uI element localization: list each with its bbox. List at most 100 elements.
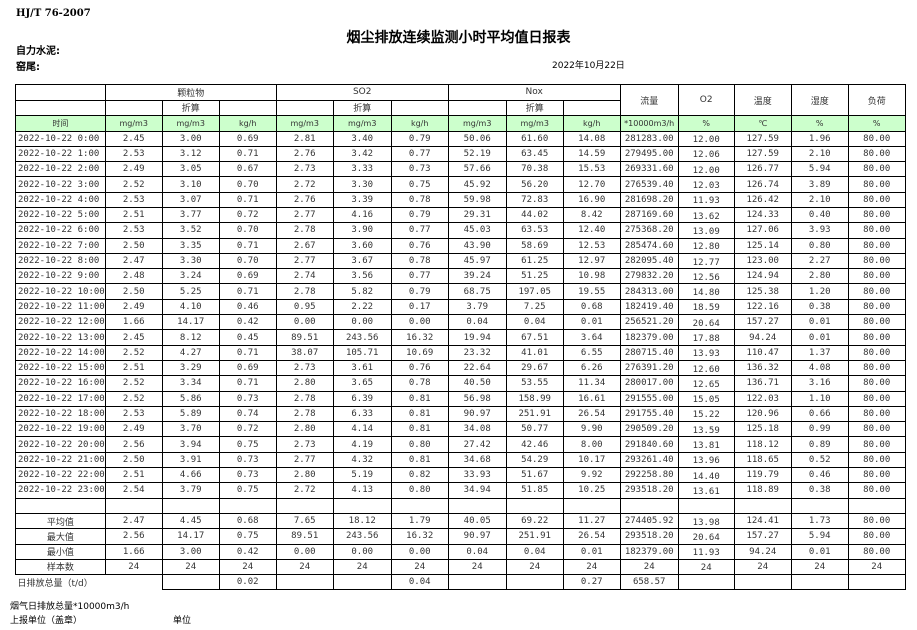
value-cell: 12.80: [677, 237, 735, 254]
table-row: 2022-10-22 11:00 2.49 4.10 0.46 0.95 2.22 0.17…: [15, 298, 906, 316]
daily-total-cell: [447, 574, 507, 591]
value-cell: 4.13: [332, 482, 392, 499]
value-cell: 27.42: [447, 436, 507, 453]
value-cell: 0.81: [390, 405, 449, 423]
value-cell: 0.73: [390, 161, 449, 178]
value-cell: 158.99: [505, 390, 564, 407]
value-cell: 14.59: [562, 145, 621, 163]
value-cell: 2.54: [104, 482, 163, 499]
value-cell: 2.72: [275, 482, 334, 499]
value-cell: 276539.40: [619, 176, 679, 193]
daily-total-cell: [677, 574, 735, 591]
table-row: 2022-10-22 7:00 2.50 3.35 0.71 2.67 3.60 0.76 4…: [15, 237, 906, 254]
value-cell: 2.53: [104, 191, 163, 208]
value-cell: 2.77: [275, 451, 334, 469]
value-cell: 123.00: [733, 252, 792, 270]
daily-total-cell: 0.27: [562, 574, 621, 591]
stat-value: 94.24: [733, 543, 792, 560]
value-cell: 125.14: [733, 237, 792, 254]
empty-cell: [677, 497, 735, 514]
value-cell: 0.71: [218, 145, 277, 163]
table-row: 2022-10-22 9:00 2.48 3.24 0.69 2.74 3.56 0.77 3…: [15, 268, 906, 285]
value-cell: 0.46: [218, 298, 277, 316]
value-cell: 0.71: [218, 344, 277, 361]
table-row: 2022-10-22 23:00 2.54 3.79 0.75 2.72 4.13 0.80…: [15, 482, 906, 499]
value-cell: 120.96: [733, 405, 792, 423]
value-cell: 1.37: [790, 344, 849, 361]
subheader-row: 折算 折算 折算: [15, 99, 906, 116]
value-cell: 126.77: [733, 161, 792, 178]
time-cell: 2022-10-22 8:00: [15, 252, 106, 270]
value-cell: 0.66: [790, 405, 849, 423]
value-cell: 8.12: [161, 329, 220, 346]
value-cell: 4.08: [790, 359, 849, 377]
stat-value: 243.56: [332, 528, 392, 545]
value-cell: 0.73: [218, 467, 277, 484]
unit-cell: mg/m3: [505, 115, 564, 132]
value-cell: 61.25: [505, 252, 564, 270]
value-cell: 2.52: [104, 176, 163, 193]
value-cell: 2.73: [275, 436, 334, 453]
stat-value: 24: [275, 558, 334, 576]
value-cell: 2.49: [104, 161, 163, 178]
value-cell: 0.69: [218, 359, 277, 377]
stat-value: 80.00: [847, 528, 906, 545]
table-row: 2022-10-22 12:00 1.66 14.17 0.42 0.00 0.00 0.0…: [15, 314, 906, 331]
unit-cell: *10000m3/h: [619, 115, 679, 132]
value-cell: 125.18: [733, 421, 792, 438]
value-cell: 13.61: [677, 482, 735, 499]
empty-cell: [562, 99, 621, 116]
value-cell: 61.60: [505, 130, 564, 147]
value-cell: 80.00: [847, 451, 906, 469]
value-cell: 80.00: [847, 390, 906, 407]
value-cell: 0.71: [218, 237, 277, 254]
value-cell: 13.09: [677, 222, 735, 239]
table-row: 2022-10-22 8:00 2.47 3.30 0.70 2.77 3.67 0.78 4…: [15, 252, 906, 270]
unit-cell: mg/m3: [332, 115, 392, 132]
time-cell: 2022-10-22 15:00: [15, 359, 106, 377]
value-cell: 0.72: [218, 206, 277, 224]
table-row: 2022-10-22 19:00 2.49 3.70 0.72 2.80 4.14 0.81…: [15, 421, 906, 438]
stat-value: 24: [218, 558, 277, 576]
empty-cell: [332, 497, 392, 514]
time-cell: 2022-10-22 13:00: [15, 329, 106, 346]
value-cell: 42.46: [505, 436, 564, 453]
value-cell: 118.65: [733, 451, 792, 469]
value-cell: 3.16: [790, 375, 849, 392]
value-cell: 2.50: [104, 283, 163, 300]
value-cell: 0.77: [390, 268, 449, 285]
value-cell: 50.06: [447, 130, 507, 147]
value-cell: 2.10: [790, 191, 849, 208]
table-row: 2022-10-22 14:00 2.52 4.27 0.71 38.07 105.71 1…: [15, 344, 906, 361]
stat-value: 18.12: [332, 512, 392, 530]
stat-value: 1.79: [390, 512, 449, 530]
unit-label: 单位: [173, 616, 192, 626]
value-cell: 124.94: [733, 268, 792, 285]
stat-value: 24: [505, 558, 564, 576]
value-cell: 0.42: [218, 314, 277, 331]
group-load: 负荷: [847, 84, 906, 116]
value-cell: 19.94: [447, 329, 507, 346]
value-cell: 197.05: [505, 283, 564, 300]
empty-cell: [505, 497, 564, 514]
value-cell: 2.51: [104, 359, 163, 377]
stat-value: 24: [733, 558, 792, 576]
value-cell: 126.42: [733, 191, 792, 208]
report-title: 烟尘排放连续监测小时平均值日报表: [346, 30, 571, 46]
value-cell: 2.45: [104, 130, 163, 147]
stat-value: 80.00: [847, 543, 906, 560]
value-cell: 12.40: [562, 222, 621, 239]
value-cell: 12.56: [677, 268, 735, 285]
blank-row: [15, 497, 906, 514]
value-cell: 3.30: [332, 176, 392, 193]
time-cell: 2022-10-22 23:00: [15, 482, 106, 499]
value-cell: 2.52: [104, 344, 163, 361]
value-cell: 2.77: [275, 206, 334, 224]
empty-cell: [847, 497, 906, 514]
value-cell: 2.22: [332, 298, 392, 316]
value-cell: 119.79: [733, 467, 792, 484]
empty-cell: [447, 497, 507, 514]
value-cell: 3.79: [161, 482, 220, 499]
value-cell: 0.71: [218, 283, 277, 300]
value-cell: 122.16: [733, 298, 792, 316]
